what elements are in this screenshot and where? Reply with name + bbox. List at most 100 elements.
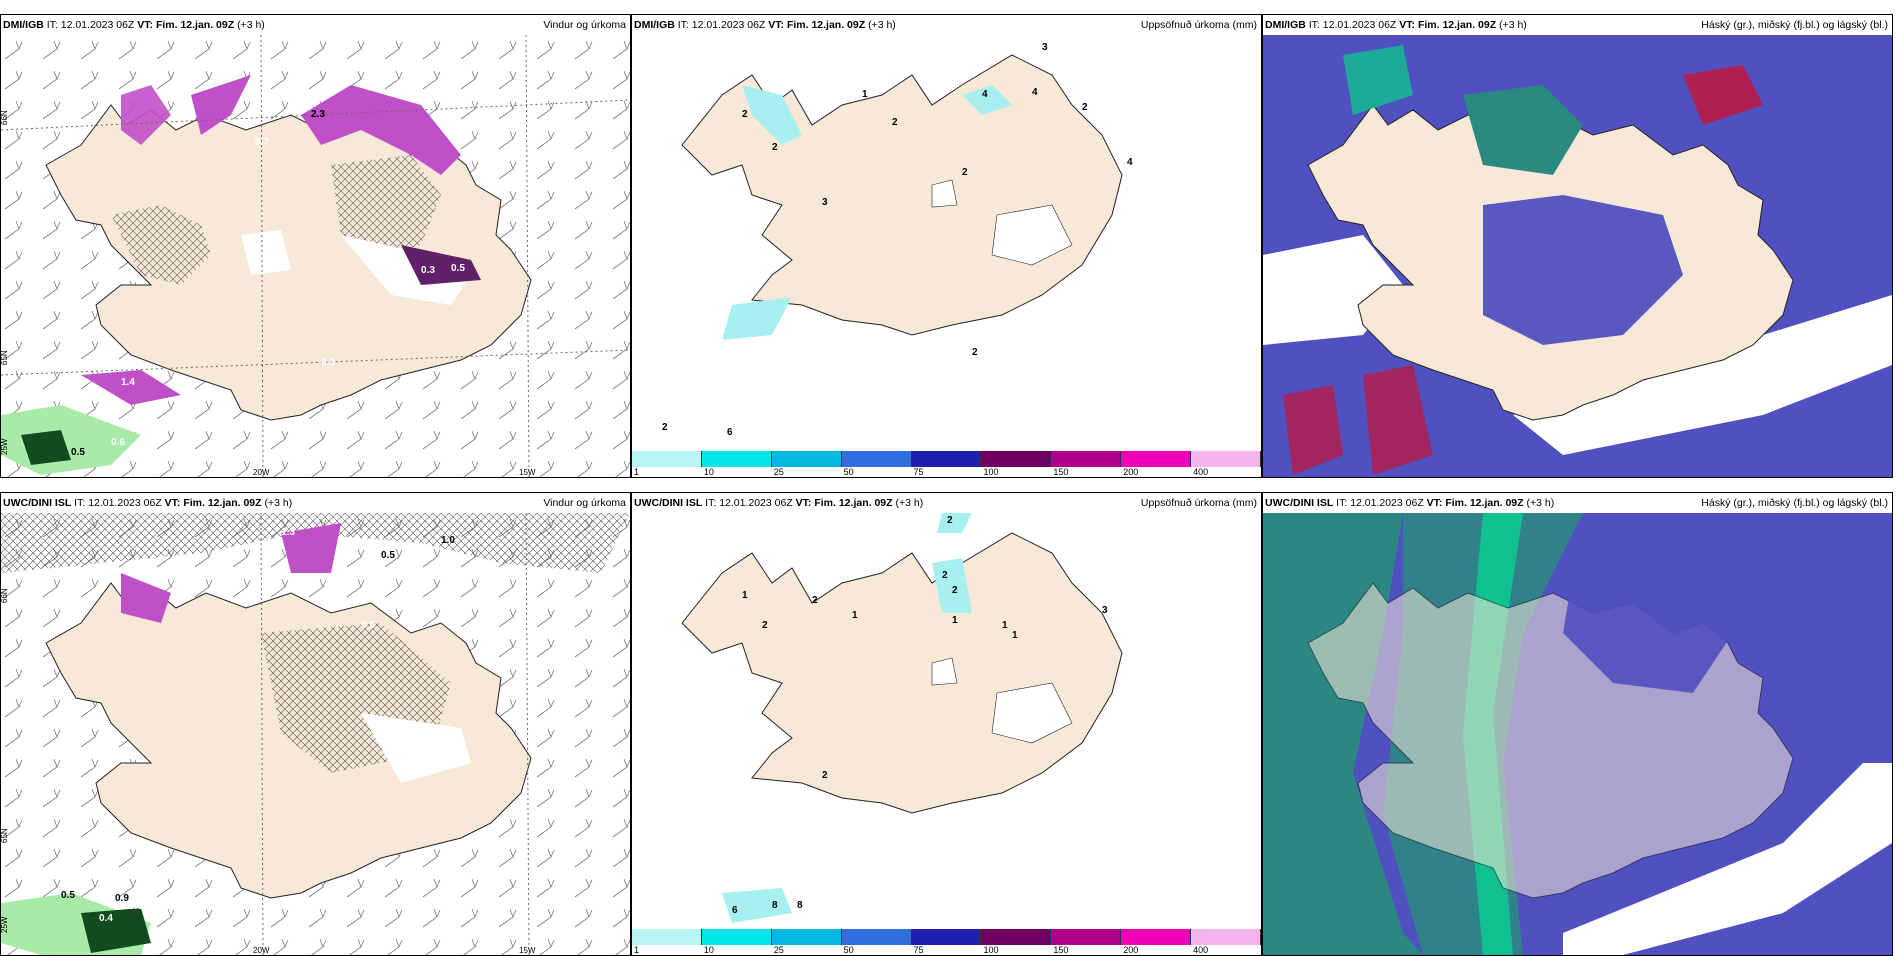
panel-header: UWC/DINI ISL IT: 12.01.2023 06Z VT: Fim.…: [634, 497, 1257, 509]
colorbar-swatch: [1191, 929, 1261, 945]
panel-header: UWC/DINI ISL IT: 12.01.2023 06Z VT: Fim.…: [1265, 497, 1888, 509]
precip-hatch: [1, 513, 630, 573]
precip-value: 2: [772, 142, 778, 153]
wind-precip-panel-uwc: UWC/DINI ISL IT: 12.01.2023 06Z VT: Fim.…: [0, 492, 631, 956]
colorbar-tick: 400: [1193, 467, 1209, 477]
precip-value: 0.6: [361, 620, 375, 631]
init-time: 12.01.2023 06Z: [60, 19, 135, 31]
precip-value: 2: [952, 585, 958, 596]
colorbar-swatch: [1121, 451, 1192, 467]
precip-area-heavy: [81, 908, 151, 953]
light-precip: [937, 513, 972, 533]
init-time: 12.01.2023 06Z: [719, 497, 793, 509]
lat-label: 65N: [1, 350, 9, 365]
precip-area: [281, 523, 341, 573]
precip-value: 4: [982, 89, 988, 100]
precip-value: 1: [1012, 630, 1018, 641]
accumulated-precip-panel-uwc: UWC/DINI ISL IT: 12.01.2023 06Z VT: Fim.…: [631, 492, 1262, 956]
source-label: DMI/IGB: [3, 19, 44, 31]
colorbar-tick: 75: [913, 467, 924, 477]
valid-time: Fim. 12.jan. 09Z: [183, 497, 262, 509]
accumulated-precip-map: 2 1 2 1 2 2 1 1 3 2 1 2 6 8 8: [681, 513, 1123, 923]
colorbar-swatch: [1051, 929, 1122, 945]
wind-precip-map: 66N 65N 25W 20W 15W 2.3 0.7 0.3 0.5 0.6 …: [1, 35, 630, 477]
precip-value: 2: [972, 347, 978, 358]
light-precip: [722, 888, 792, 923]
panel-title: Háský (gr.), miðský (fj.bl.) og lágský (…: [1701, 19, 1888, 31]
colorbar-tick: 150: [1053, 467, 1069, 477]
meridian: [525, 513, 530, 955]
high-cloud-area: [1283, 385, 1343, 475]
colorbar-tick: 10: [703, 467, 714, 477]
colorbar-swatch: [981, 929, 1052, 945]
precip-area: [81, 370, 181, 405]
precip-value: 0.3: [321, 357, 335, 368]
precip-value: 6: [732, 905, 738, 916]
colorbar-tick: 100: [983, 467, 999, 477]
colorbar-swatch: [1051, 451, 1122, 467]
panel-header: DMI/IGB IT: 12.01.2023 06Z VT: Fim. 12.j…: [3, 19, 626, 31]
glacier: [361, 713, 471, 783]
colorbar-tick: 1: [634, 945, 640, 955]
colorbar-tick: 400: [1193, 945, 1209, 955]
colorbar-swatch: [911, 451, 982, 467]
colorbar-swatch: [771, 451, 842, 467]
precip-value: 0.5: [71, 447, 85, 458]
precip-value: 0.5: [381, 550, 395, 561]
colorbar-swatch: [841, 451, 912, 467]
colorbar-tick: 25: [773, 467, 784, 477]
glacier: [931, 657, 958, 686]
init-time: 12.01.2023 06Z: [88, 497, 162, 509]
iceland-land: [681, 532, 1123, 814]
precip-area: [121, 85, 171, 145]
wind-precip-map: 66N 65N 25W 20W 15W 1.3 0.5 1.0 0.6 0.6 …: [1, 513, 630, 955]
light-precip: [742, 85, 802, 145]
precip-area-heavy: [401, 245, 481, 285]
lat-label: 65N: [1, 828, 9, 843]
cloud-cover-panel-dmi: DMI/IGB IT: 12.01.2023 06Z VT: Fim. 12.j…: [1262, 14, 1893, 478]
init-time: 12.01.2023 06Z: [1350, 497, 1424, 509]
source-label: UWC/DINI ISL: [634, 497, 703, 509]
precip-value: 0.5: [451, 263, 465, 274]
source-label: DMI/IGB: [1265, 19, 1306, 31]
colorbar-tick: 10: [703, 945, 714, 955]
accumulated-precip-map: 3 1 2 4 4 2 2 4 2 2 2 3 2 6: [662, 42, 1133, 438]
panel-title: Vindur og úrkoma: [543, 497, 626, 509]
colorbar-tick: 200: [1123, 467, 1139, 477]
source-label: UWC/DINI ISL: [1265, 497, 1334, 509]
colorbar-swatch: [632, 451, 702, 467]
low-cloud-area: [1563, 563, 1733, 693]
precip-value: 3: [1042, 42, 1048, 53]
precip-value: 0.9: [115, 893, 129, 904]
lat-label: 66N: [1, 110, 9, 125]
precip-value: 1.0: [441, 535, 455, 546]
light-precip: [962, 85, 1012, 115]
precip-value: 4: [1032, 87, 1038, 98]
precip-value: 1: [742, 590, 748, 601]
valid-time: Fim. 12.jan. 09Z: [786, 19, 866, 31]
panel-title: Háský (gr.), miðský (fj.bl.) og lágský (…: [1701, 497, 1888, 509]
mid-cloud-area: [1343, 45, 1413, 115]
colorbar-swatch: [911, 929, 982, 945]
precip-hatch: [111, 205, 211, 285]
precip-value: 2: [662, 422, 668, 433]
precip-value: 2: [812, 595, 818, 606]
panel-header: DMI/IGB IT: 12.01.2023 06Z VT: Fim. 12.j…: [1265, 19, 1888, 31]
panel-title: Uppsöfnuð úrkoma (mm): [1140, 19, 1257, 31]
precip-value: 0.6: [111, 437, 125, 448]
colorbar-tick: 50: [843, 945, 854, 955]
colorbar-swatch: [841, 929, 912, 945]
low-cloud-area: [1483, 195, 1683, 345]
wind-precip-panel-dmi: DMI/IGB IT: 12.01.2023 06Z VT: Fim. 12.j…: [0, 14, 631, 478]
precip-value: 2: [942, 570, 948, 581]
source-label: UWC/DINI ISL: [3, 497, 72, 509]
precip-value: 0.7: [255, 137, 269, 148]
init-time: 12.01.2023 06Z: [691, 19, 766, 31]
precip-value: 8: [772, 900, 778, 911]
valid-time: Fim. 12.jan. 09Z: [814, 497, 893, 509]
lon-label: 20W: [253, 946, 270, 955]
glacier: [991, 682, 1073, 744]
lon-label: 25W: [1, 916, 9, 933]
high-cloud-area: [1363, 365, 1433, 475]
colorbar-swatch: [1191, 451, 1261, 467]
